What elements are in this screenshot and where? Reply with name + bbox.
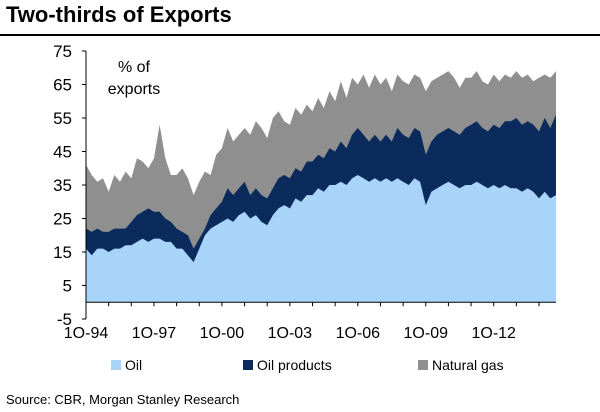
x-tick-label: 1Q-06 <box>336 325 381 338</box>
legend-swatch-oil <box>111 360 121 370</box>
x-tick-label: 1Q-94 <box>64 325 109 338</box>
y-axis: -5 5 15 25 35 45 55 65 75 <box>53 42 87 329</box>
x-tick-label: 1Q-00 <box>200 325 245 338</box>
title-underline <box>0 34 600 36</box>
page-title: Two-thirds of Exports <box>6 2 232 27</box>
legend-item-natural-gas: Natural gas <box>418 357 504 373</box>
x-tick-label: 1Q-97 <box>132 325 177 338</box>
x-tick-label: 1Q-12 <box>471 325 516 338</box>
y-axis-label-line2: exports <box>108 81 160 98</box>
legend-item-oil: Oil <box>111 357 142 373</box>
legend-label-oil-products: Oil products <box>257 357 332 373</box>
source-note: Source: CBR, Morgan Stanley Research <box>6 392 240 407</box>
y-tick-label: 45 <box>53 143 72 162</box>
y-tick-label: 35 <box>53 176 72 195</box>
y-axis-label-line1: % of <box>118 59 151 76</box>
area-layers <box>86 71 556 303</box>
area-oil <box>86 175 556 303</box>
legend-swatch-natural-gas <box>418 360 428 370</box>
y-tick-label: 65 <box>53 76 72 95</box>
x-axis: 1Q-94 1Q-97 1Q-00 1Q-03 1Q-06 1Q-09 1Q-12 <box>64 301 556 338</box>
legend-label-natural-gas: Natural gas <box>432 357 504 373</box>
legend-swatch-oil-products <box>243 360 253 370</box>
y-tick-label: 15 <box>53 243 72 262</box>
x-tick-label: 1Q-09 <box>404 325 449 338</box>
y-tick-label: 25 <box>53 210 72 229</box>
legend: Oil Oil products Natural gas <box>0 357 600 377</box>
y-tick-label: 5 <box>63 277 72 296</box>
x-tick-label: 1Q-03 <box>268 325 313 338</box>
y-tick-label: -5 <box>57 310 72 329</box>
y-tick-label: 55 <box>53 109 72 128</box>
legend-label-oil: Oil <box>125 357 143 373</box>
y-tick-label: 75 <box>53 42 72 61</box>
legend-item-oil-products: Oil products <box>243 357 332 373</box>
